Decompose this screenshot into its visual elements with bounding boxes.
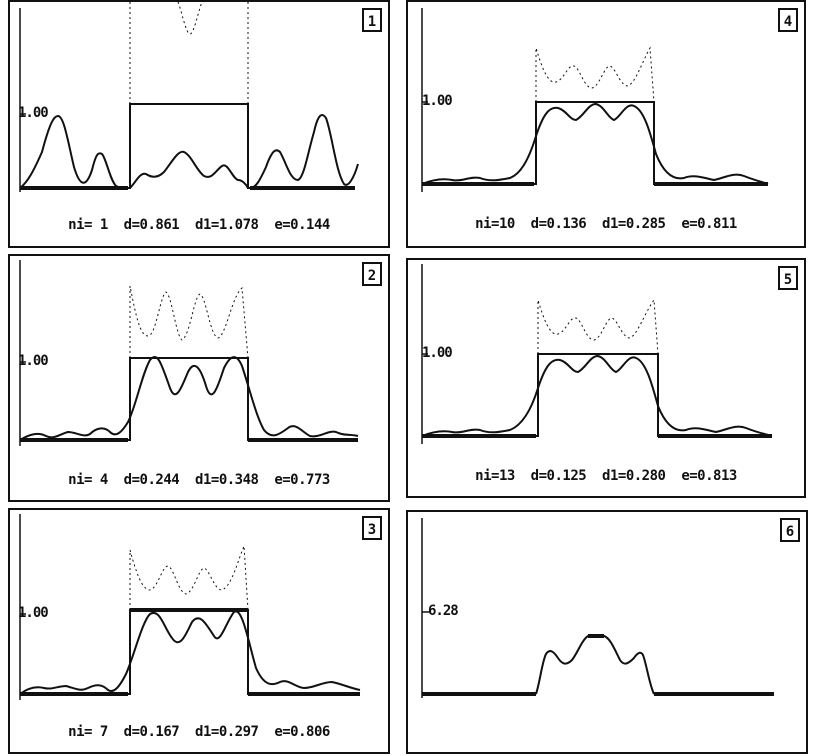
y-axis-label: 1.00: [18, 105, 49, 121]
panel-caption: ni= 1 d=0.861 d1=1.078 e=0.144: [68, 217, 330, 233]
panel-caption: ni=10 d=0.136 d1=0.285 e=0.811: [475, 216, 737, 232]
panel-number: 4: [778, 8, 798, 32]
panel-number: 5: [778, 266, 798, 290]
panel-2: 2 1.00 ni= 4 d=0.244 d1=0.348 e=0.773: [8, 254, 390, 502]
panel-3: 3 1.00 ni= 7 d=0.167 d1=0.297 e=0.806: [8, 508, 390, 754]
panel-3-plot: [19, 514, 361, 700]
y-axis-label: 1.00: [422, 93, 453, 109]
panel-4-plot: [421, 8, 769, 192]
y-axis-label: 6.28: [428, 603, 459, 619]
panel-2-plot: [19, 260, 359, 446]
panel-caption: ni=13 d=0.125 d1=0.280 e=0.813: [475, 468, 737, 484]
panel-caption: ni= 7 d=0.167 d1=0.297 e=0.806: [68, 724, 330, 740]
panel-6: 6 6.28: [406, 510, 808, 754]
panel-5: 5 1.00 ni=13 d=0.125 d1=0.280 e=0.813: [406, 258, 806, 498]
panel-number: 6: [780, 518, 800, 542]
panel-5-plot: [421, 264, 773, 444]
panel-number: 3: [362, 516, 382, 540]
panel-1-plot: [19, 2, 359, 192]
y-axis-label: 1.00: [422, 345, 453, 361]
y-axis-label: 1.00: [18, 605, 49, 621]
y-axis-label: 1.00: [18, 353, 49, 369]
panel-4: 4 1.00 ni=10 d=0.136 d1=0.285 e=0.811: [406, 0, 806, 248]
panel-1: 1 1.00 ni= 1 d=0.861 d1=1.078 e=0.144: [8, 0, 390, 248]
panel-number: 1: [362, 8, 382, 32]
panel-6-plot: [421, 518, 774, 698]
panel-number: 2: [362, 262, 382, 286]
panel-caption: ni= 4 d=0.244 d1=0.348 e=0.773: [68, 472, 330, 488]
